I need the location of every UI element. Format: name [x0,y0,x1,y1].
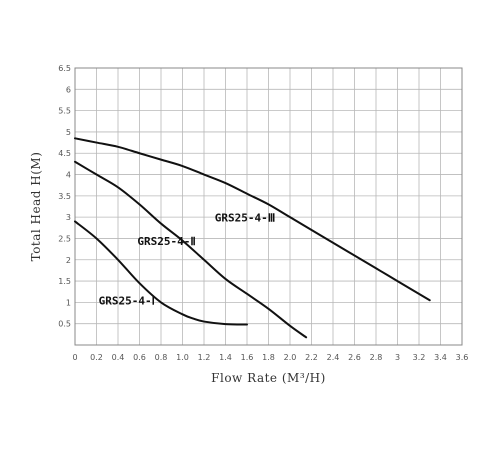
series-label-1: GRS25-4-Ⅰ [99,295,155,308]
plot-frame [74,67,463,346]
series-label-2: GRS25-4-Ⅱ [137,235,195,248]
y-tick-label: 1 [66,298,71,307]
x-tick-label: 1.8 [262,353,275,362]
x-tick-label: 2.0 [284,353,297,362]
x-tick-label: 1.0 [176,353,189,362]
x-tick-label: 0.6 [133,353,146,362]
y-tick-label: 4.5 [58,149,71,158]
x-tick-label: 2.2 [305,353,318,362]
y-tick-label: 5 [66,128,71,137]
x-tick-label: 3.4 [434,353,447,362]
y-tick-label: 0.5 [58,320,71,329]
y-tick-label: 3.5 [58,192,71,201]
x-tick-label: 3.2 [413,353,426,362]
y-tick-label: 6 [66,85,71,94]
y-tick-label: 2.5 [58,234,71,243]
x-tick-label: 1.2 [198,353,211,362]
x-tick-label: 3.6 [456,353,469,362]
x-axis-title: Flow Rate (M³/H) [211,371,326,385]
x-axis-ticks: 0 0.2 0.4 0.6 0.8 1.0 1.2 1.4 1.6 1.8 2.0 2.2 2.4 2.6… [72,353,468,362]
series-labels: GRS25-4-Ⅰ GRS25-4-Ⅱ GRS25-4-Ⅲ [99,211,276,307]
x-tick-label: 2.8 [370,353,383,362]
series-line-1 [74,220,248,326]
y-tick-label: 3 [66,213,71,222]
y-tick-label: 4 [66,171,71,180]
y-axis-title: Total Head H(M) [29,152,43,262]
series-line-2 [74,160,308,339]
x-tick-label: 0.2 [90,353,103,362]
y-tick-label: 5.5 [58,107,71,116]
x-tick-label: 0.8 [155,353,168,362]
x-tick-label: 0.4 [112,353,125,362]
x-tick-label: 1.6 [241,353,254,362]
y-tick-label: 2 [66,256,71,265]
y-tick-label: 1.5 [58,277,71,286]
chart-grid [74,67,463,345]
y-axis-ticks: 0.5 1 1.5 2 2.5 3 3.5 4 4.5 5 5.5 6 6.5 [58,64,71,329]
y-tick-label: 6.5 [58,64,71,73]
series-label-3: GRS25-4-Ⅲ [215,211,276,224]
x-tick-label: 3 [395,353,400,362]
x-tick-label: 2.4 [327,353,340,362]
x-tick-label: 0 [72,353,77,362]
x-tick-label: 2.6 [348,353,361,362]
series-curves [74,137,431,339]
series-line-3 [74,137,431,302]
x-tick-label: 1.4 [219,353,232,362]
